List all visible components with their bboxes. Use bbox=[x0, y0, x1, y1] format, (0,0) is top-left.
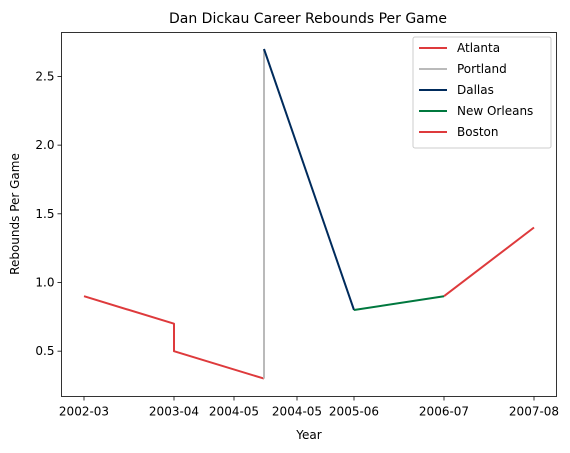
y-axis: 0.5 1.0 1.5 2.0 2.5 bbox=[35, 69, 62, 358]
series-line-3 bbox=[353, 295, 445, 311]
legend: Atlanta Portland Dallas New Orleans Boston bbox=[412, 36, 552, 149]
x-axis-label: Year bbox=[295, 428, 321, 442]
y-tick-label-3: 2.0 bbox=[35, 138, 54, 152]
x-tick-label-5: 2006-07 bbox=[419, 405, 469, 419]
plot-frame bbox=[61, 32, 557, 397]
x-tick-label-3: 2004-05 bbox=[272, 405, 322, 419]
x-tick-label-2: 2004-05 bbox=[209, 405, 259, 419]
series-line-4 bbox=[443, 226, 535, 297]
x-tick-label-1: 2003-04 bbox=[149, 405, 199, 419]
chart-title: Dan Dickau Career Rebounds Per Game bbox=[169, 11, 447, 27]
series-line-0 bbox=[83, 295, 265, 380]
y-tick-label-2: 1.5 bbox=[35, 207, 54, 221]
x-tick-label-6: 2007-08 bbox=[509, 405, 559, 419]
legend-label-3: New Orleans bbox=[457, 104, 533, 118]
y-tick-label-4: 2.5 bbox=[35, 69, 54, 83]
legend-box bbox=[412, 36, 552, 149]
y-tick-label-1: 1.0 bbox=[35, 275, 54, 289]
plot-lines bbox=[83, 48, 535, 380]
x-axis: 2002-03 2003-04 2004-05 2004-05 2005-06 2006-… bbox=[59, 396, 559, 419]
x-tick-label-4: 2005-06 bbox=[329, 405, 379, 419]
legend-label-2: Dallas bbox=[457, 83, 494, 97]
y-tick-label-0: 0.5 bbox=[35, 344, 54, 358]
y-axis-label: Rebounds Per Game bbox=[8, 153, 22, 275]
x-tick-label-0: 2002-03 bbox=[59, 405, 109, 419]
legend-label-1: Portland bbox=[457, 62, 507, 76]
legend-label-0: Atlanta bbox=[457, 41, 500, 55]
legend-label-4: Boston bbox=[457, 125, 498, 139]
series-line-2 bbox=[263, 48, 355, 311]
